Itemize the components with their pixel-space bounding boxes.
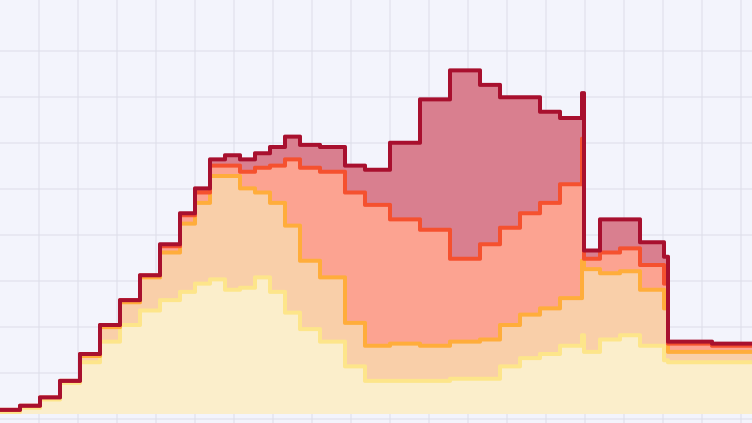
series-area-1 [0, 277, 752, 414]
series-lines [0, 68, 752, 414]
series-area-4 [0, 70, 752, 410]
series-area-3 [0, 138, 752, 410]
series-areas [0, 70, 752, 414]
series-area-2 [0, 176, 752, 412]
series-line-1 [0, 275, 752, 414]
series-line-4 [0, 68, 752, 412]
